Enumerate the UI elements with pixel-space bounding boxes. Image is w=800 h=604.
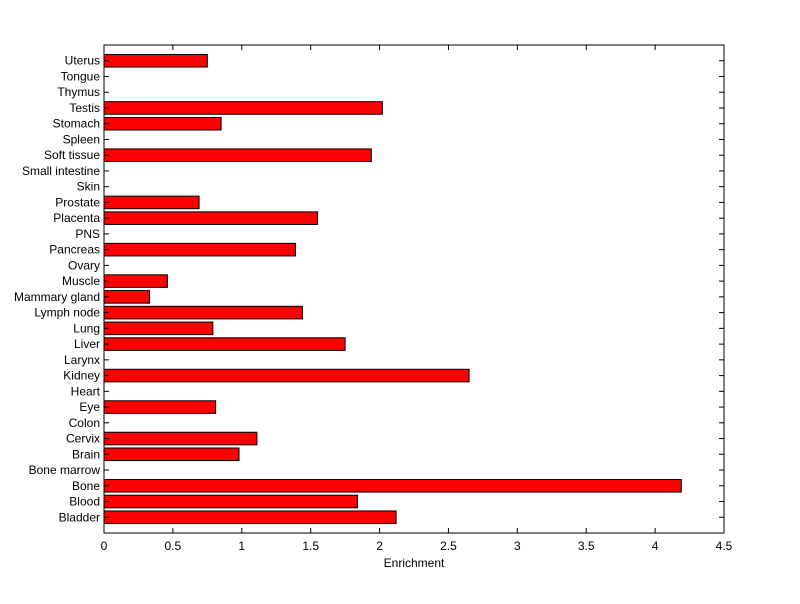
y-tick-label: Uterus — [65, 54, 100, 68]
bar-uterus — [103, 53, 208, 68]
x-tick-label: 3.5 — [578, 539, 595, 553]
bar-eye — [103, 400, 217, 414]
y-tick-label: Bladder — [59, 510, 100, 524]
x-tick-label: 4.5 — [716, 539, 733, 553]
bar-kidney — [103, 368, 470, 383]
y-tick-label: Thymus — [57, 85, 100, 99]
bar-bone — [103, 478, 682, 493]
y-tick-label: Spleen — [63, 132, 100, 146]
bar-muscle — [103, 274, 168, 288]
y-tick-label: Lymph node — [34, 306, 100, 320]
y-tick-label: PNS — [75, 227, 100, 241]
bar-lung — [103, 321, 214, 336]
y-tick-label: Liver — [74, 337, 100, 351]
y-tick-label: Lung — [73, 321, 100, 335]
plot-frame — [103, 44, 725, 534]
y-tick-label: Colon — [69, 416, 100, 430]
x-tick-label: 0 — [101, 539, 108, 553]
x-tick-label: 0.5 — [165, 539, 182, 553]
bar-mammary-gland — [103, 290, 150, 304]
bar-liver — [103, 337, 346, 351]
x-tick-label: 1 — [238, 539, 245, 553]
y-tick-label: Ovary — [68, 258, 100, 272]
bar-pancreas — [103, 242, 297, 257]
y-tick-label: Kidney — [63, 369, 100, 383]
y-tick-label: Skin — [77, 180, 100, 194]
x-tick-label: 2.5 — [440, 539, 457, 553]
y-tick-label: Cervix — [66, 432, 100, 446]
x-axis-label: Enrichment — [384, 556, 445, 570]
x-tick-label: 2 — [376, 539, 383, 553]
x-tick-label: 3 — [514, 539, 521, 553]
y-tick-label: Testis — [69, 101, 100, 115]
y-tick-label: Brain — [72, 447, 100, 461]
y-tick-label: Blood — [69, 495, 100, 509]
bar-placenta — [103, 211, 319, 225]
y-tick-label: Stomach — [53, 117, 100, 131]
bar-stomach — [103, 116, 222, 131]
y-tick-label: Small intestine — [22, 164, 100, 178]
y-tick-label: Bone — [72, 479, 100, 493]
y-tick-label: Prostate — [55, 195, 100, 209]
y-tick-label: Placenta — [53, 211, 100, 225]
y-tick-label: Eye — [79, 400, 100, 414]
bar-lymph-node — [103, 305, 303, 320]
x-tick-label: 1.5 — [302, 539, 319, 553]
y-tick-label: Pancreas — [49, 243, 100, 257]
bar-soft-tissue — [103, 148, 372, 162]
x-tick-label: 4 — [652, 539, 659, 553]
bar-brain — [103, 447, 240, 462]
y-tick-label: Muscle — [62, 274, 100, 288]
y-tick-label: Bone marrow — [29, 463, 101, 477]
y-tick-label: Soft tissue — [44, 148, 100, 162]
y-tick-label: Larynx — [64, 353, 100, 367]
bar-testis — [103, 101, 383, 115]
y-tick-label: Heart — [71, 384, 101, 398]
bar-blood — [103, 494, 359, 509]
y-tick-label: Mammary gland — [14, 290, 100, 304]
bar-prostate — [103, 195, 200, 210]
bar-cervix — [103, 431, 258, 446]
y-tick-label: Tongue — [61, 69, 101, 83]
bar-bladder — [103, 510, 397, 525]
